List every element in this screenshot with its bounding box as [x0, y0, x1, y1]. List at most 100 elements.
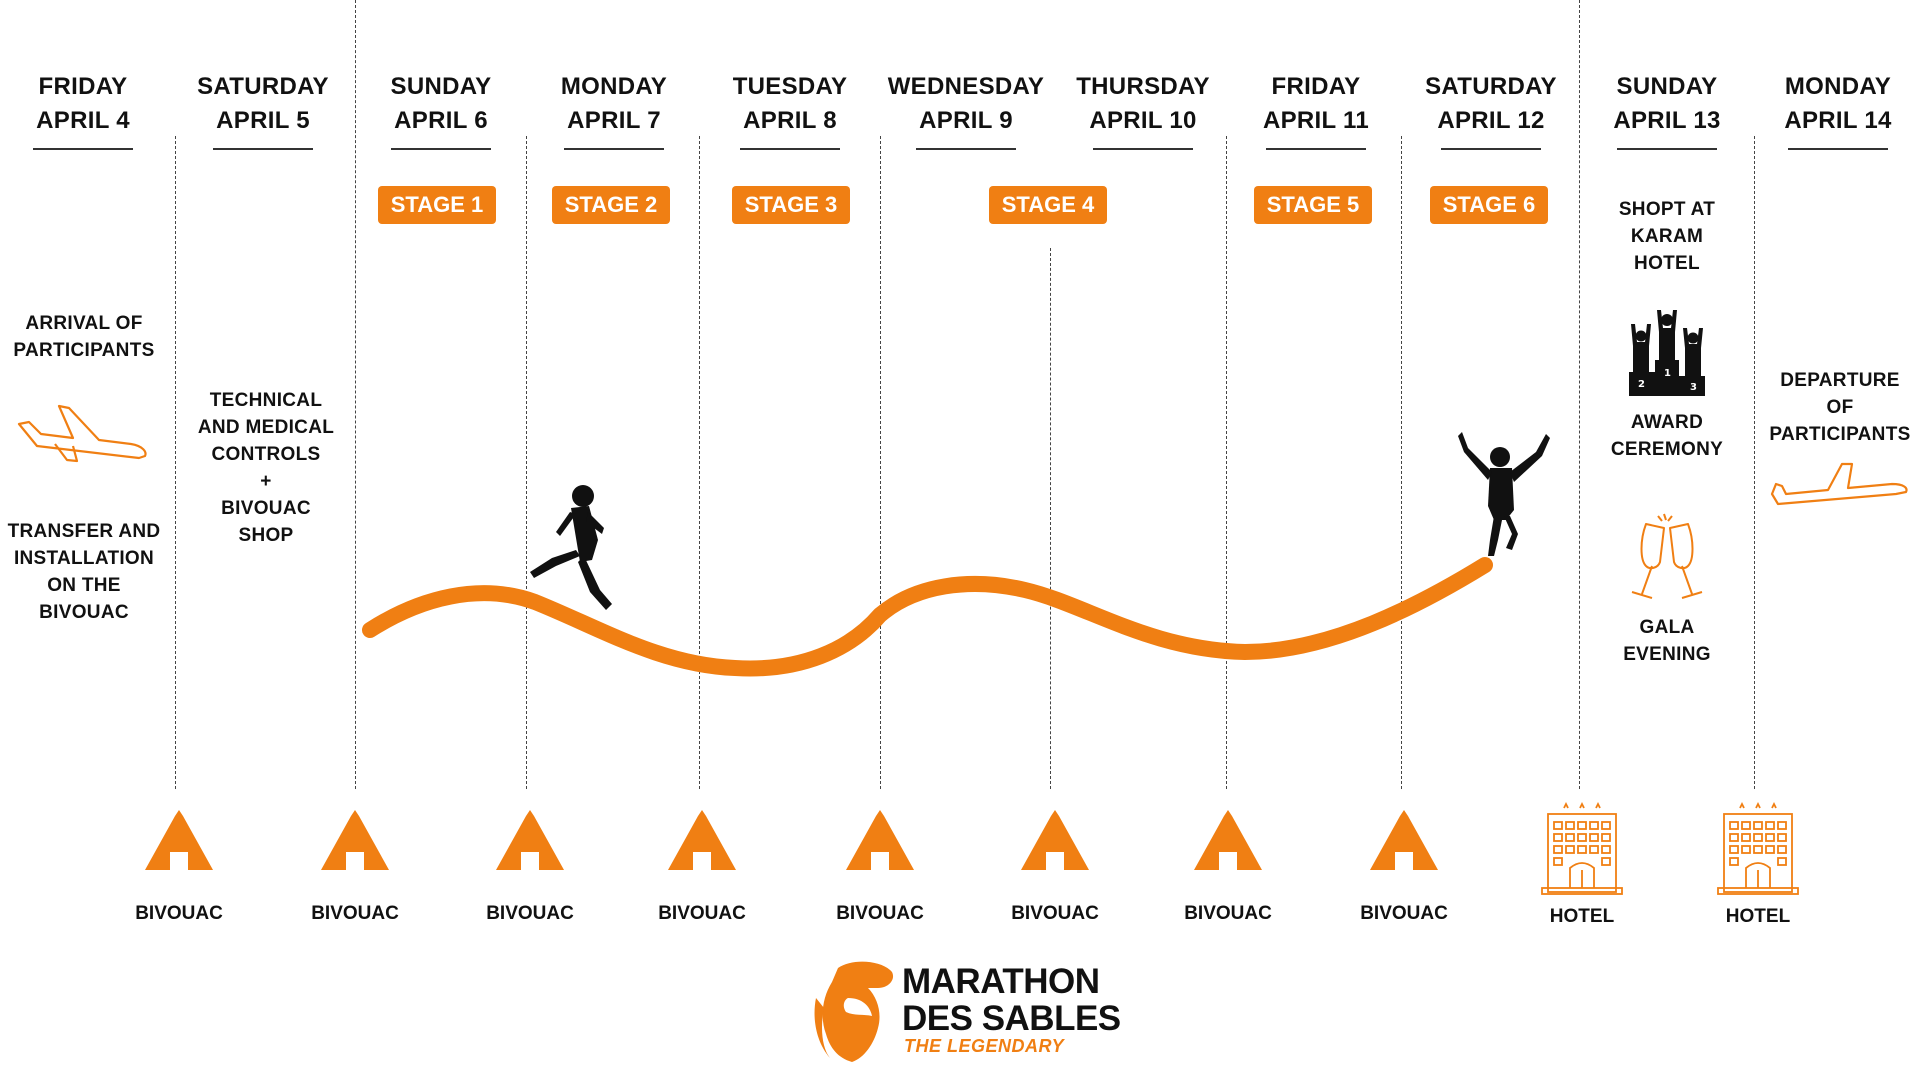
event-line: EVENING — [1623, 644, 1711, 665]
event-line: BIVOUAC — [39, 602, 129, 623]
day-underline — [213, 148, 313, 150]
day-name: SATURDAY — [197, 73, 329, 100]
event-line: BIVOUAC — [221, 498, 311, 519]
marathon-logo-icon — [814, 961, 894, 1062]
day-header-7: THURSDAY APRIL 10 — [1058, 70, 1228, 150]
event-shop-karam: SHOPT AT KARAM HOTEL — [1592, 196, 1742, 277]
logo-line2: DES SABLES — [902, 999, 1121, 1038]
stage-badge-1: STAGE 1 — [378, 186, 496, 224]
phase-separator — [1579, 0, 1580, 789]
svg-text:1: 1 — [1664, 368, 1671, 379]
event-line: SHOPT AT — [1618, 199, 1716, 220]
event-technical-controls: TECHNICAL AND MEDICAL CONTROLS + BIVOUAC… — [186, 387, 346, 549]
lodging-label: BIVOUAC — [135, 903, 223, 924]
day-underline — [916, 148, 1016, 150]
stage-badge-6: STAGE 6 — [1430, 186, 1548, 224]
lodging-label: BIVOUAC — [1011, 903, 1099, 924]
lodging-label: BIVOUAC — [486, 903, 574, 924]
bivouac-tent-icon — [145, 810, 213, 870]
day-underline — [1617, 148, 1717, 150]
day-header-6: WEDNESDAY APRIL 9 — [881, 70, 1051, 150]
finisher-icon — [1458, 432, 1550, 556]
event-line: KARAM — [1630, 226, 1704, 247]
lodging-label: BIVOUAC — [658, 903, 746, 924]
day-header-5: TUESDAY APRIL 8 — [705, 70, 875, 150]
day-header-1: FRIDAY APRIL 4 — [0, 70, 168, 150]
event-line: HOTEL — [1634, 253, 1700, 274]
day-header-2: SATURDAY APRIL 5 — [178, 70, 348, 150]
event-line: ON THE — [47, 575, 121, 596]
logo-title: MARATHON DES SABLES — [902, 963, 1121, 1037]
day-underline — [391, 148, 491, 150]
lodging-label: HOTEL — [1549, 906, 1615, 927]
lodging-label: BIVOUAC — [311, 903, 399, 924]
event-line: AND MEDICAL — [197, 417, 335, 438]
lodging-label: BIVOUAC — [1360, 903, 1448, 924]
event-line: INSTALLATION — [13, 548, 155, 569]
day-date: APRIL 6 — [394, 107, 488, 134]
day-separator — [175, 136, 176, 789]
route-wave — [362, 557, 1493, 677]
lodging-label: BIVOUAC — [836, 903, 924, 924]
day-separator — [1226, 136, 1227, 789]
day-name: MONDAY — [1784, 73, 1892, 100]
stage-badge-3: STAGE 3 — [732, 186, 850, 224]
day-date: APRIL 8 — [743, 107, 837, 134]
svg-text:2: 2 — [1638, 379, 1645, 390]
day-date: APRIL 4 — [36, 107, 130, 134]
day-underline — [564, 148, 664, 150]
phase-separator — [355, 0, 356, 789]
day-header-8: FRIDAY APRIL 11 — [1231, 70, 1401, 150]
event-award-ceremony: AWARD CEREMONY — [1592, 409, 1742, 463]
event-line: PARTICIPANTS — [13, 340, 155, 361]
stage-badge-2: STAGE 2 — [552, 186, 670, 224]
event-line: GALA — [1639, 617, 1695, 638]
event-line: OF — [1826, 397, 1854, 418]
stage-badge-5: STAGE 5 — [1254, 186, 1372, 224]
event-departure: DEPARTURE OF PARTICIPANTS — [1760, 367, 1920, 448]
event-line: TRANSFER AND — [7, 521, 161, 542]
day-underline — [33, 148, 133, 150]
event-transfer: TRANSFER AND INSTALLATION ON THE BIVOUAC — [0, 518, 168, 626]
event-line: DEPARTURE — [1780, 370, 1900, 391]
lodging-label: HOTEL — [1725, 906, 1791, 927]
event-line: + — [260, 471, 272, 492]
airplane-departure-icon — [1770, 462, 1908, 506]
bivouac-tent-icon — [1021, 810, 1089, 870]
runner-icon — [530, 485, 612, 610]
bivouac-tent-icon — [1194, 810, 1262, 870]
day-underline — [1441, 148, 1541, 150]
podium-icon: 1 2 3 — [1629, 310, 1705, 396]
day-date: APRIL 9 — [919, 107, 1013, 134]
day-date: APRIL 12 — [1437, 107, 1545, 134]
day-separator — [880, 136, 881, 789]
day-date: APRIL 5 — [216, 107, 310, 134]
day-name: WEDNESDAY — [887, 73, 1045, 100]
day-date: APRIL 14 — [1784, 107, 1892, 134]
day-separator — [1050, 248, 1051, 789]
bivouac-tent-icon — [846, 810, 914, 870]
event-line: ARRIVAL OF — [25, 313, 143, 334]
day-underline — [740, 148, 840, 150]
bivouac-tent-icon — [668, 810, 736, 870]
day-name: SUNDAY — [390, 73, 492, 100]
event-line: CEREMONY — [1610, 439, 1724, 460]
day-separator — [526, 136, 527, 789]
day-separator — [1401, 136, 1402, 789]
day-name: SUNDAY — [1616, 73, 1718, 100]
day-header-9: SATURDAY APRIL 12 — [1406, 70, 1576, 150]
event-line: TECHNICAL — [209, 390, 323, 411]
day-header-3: SUNDAY APRIL 6 — [356, 70, 526, 150]
event-gala-evening: GALA EVENING — [1592, 614, 1742, 668]
day-name: TUESDAY — [732, 73, 848, 100]
event-line: AWARD — [1630, 412, 1704, 433]
airplane-arrival-icon — [17, 404, 147, 463]
day-underline — [1266, 148, 1366, 150]
day-name: FRIDAY — [1271, 73, 1361, 100]
hotel-icon — [1717, 801, 1799, 895]
day-header-4: MONDAY APRIL 7 — [529, 70, 699, 150]
event-line: CONTROLS — [211, 444, 321, 465]
day-underline — [1093, 148, 1193, 150]
day-date: APRIL 10 — [1089, 107, 1197, 134]
